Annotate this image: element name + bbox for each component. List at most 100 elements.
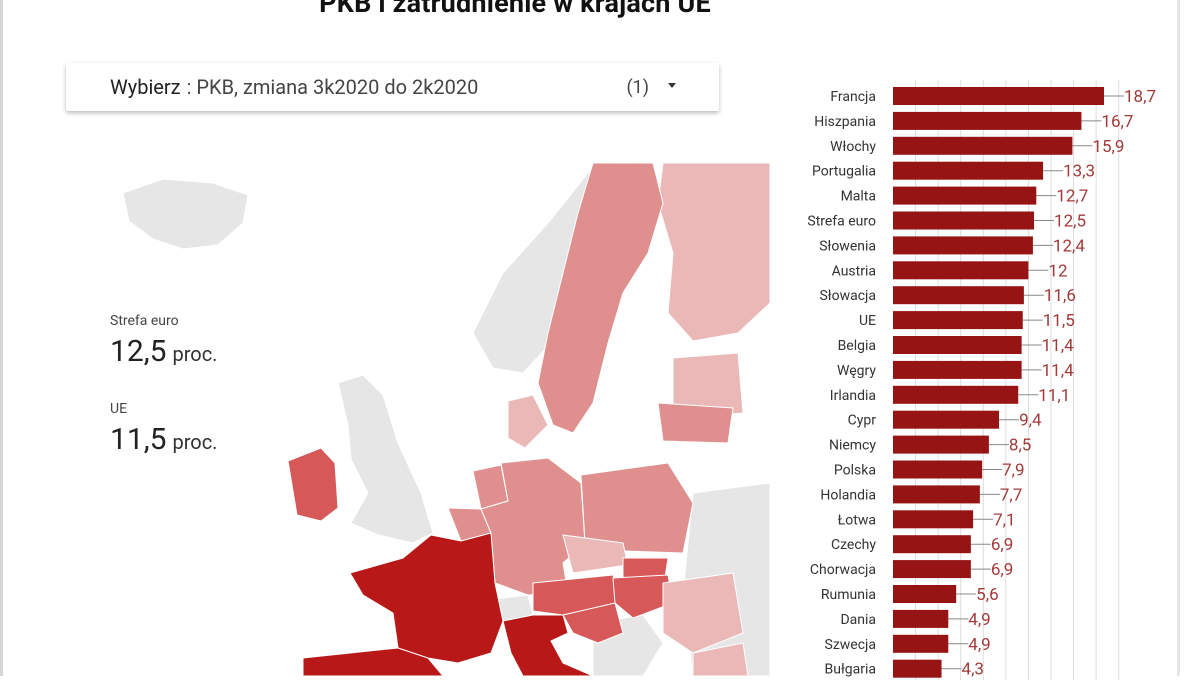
bar[interactable] xyxy=(893,609,949,628)
category-label: Portugalia xyxy=(812,164,876,180)
map-spain[interactable] xyxy=(302,647,444,676)
value-label: 8,5 xyxy=(1009,436,1031,456)
category-label: Holandia xyxy=(820,487,876,503)
value-label: 11,5 xyxy=(1043,311,1075,331)
category-label: Strefa euro xyxy=(807,214,876,230)
map-france[interactable] xyxy=(349,532,504,664)
map-italy[interactable] xyxy=(502,614,594,676)
value-label: 11,4 xyxy=(1042,336,1074,356)
map-finland[interactable] xyxy=(657,163,770,342)
map-slovenia-croatia[interactable] xyxy=(562,602,624,644)
category-label: Włochy xyxy=(830,139,876,155)
value-label: 11,4 xyxy=(1042,361,1074,381)
bar[interactable] xyxy=(893,535,971,554)
bar[interactable] xyxy=(893,360,1022,379)
category-label: Cypr xyxy=(848,413,877,429)
map-romania[interactable] xyxy=(662,572,744,654)
value-label: 6,9 xyxy=(991,535,1013,555)
bar[interactable] xyxy=(893,510,974,529)
bar[interactable] xyxy=(893,410,1000,429)
category-label: Niemcy xyxy=(829,438,876,454)
bar[interactable] xyxy=(893,211,1035,230)
bar[interactable] xyxy=(893,336,1022,354)
category-label: Słowenia xyxy=(819,238,876,254)
category-label: Czechy xyxy=(831,537,876,553)
category-label: Słowacja xyxy=(819,288,876,304)
category-label: Hiszpania xyxy=(814,114,876,130)
dropdown-label: Wybierz xyxy=(110,75,181,99)
value-label: 6,9 xyxy=(991,560,1013,580)
value-label: 4,3 xyxy=(962,660,984,680)
map-iceland[interactable] xyxy=(122,178,249,250)
category-label: Łotwa xyxy=(838,512,876,528)
left-divider xyxy=(0,0,3,676)
category-label: Chorwacja xyxy=(810,562,876,578)
indicator-dropdown[interactable]: Wybierz : PKB, zmiana 3k2020 do 2k2020 (… xyxy=(66,63,719,111)
bar[interactable] xyxy=(893,485,980,504)
map-great-britain[interactable] xyxy=(337,374,434,544)
selection-count: (1) xyxy=(626,76,649,98)
map-lithuania[interactable] xyxy=(657,402,734,444)
value-label: 11,6 xyxy=(1044,286,1076,306)
value-label: 12,7 xyxy=(1056,187,1088,207)
bar[interactable] xyxy=(893,261,1029,280)
bar[interactable] xyxy=(893,460,983,479)
eurozone-value: 12,5 proc. xyxy=(110,334,217,369)
map-ireland[interactable] xyxy=(287,447,339,522)
right-divider xyxy=(1177,0,1180,676)
map-denmark[interactable] xyxy=(507,394,549,449)
value-label: 16,7 xyxy=(1101,112,1133,132)
eurozone-number: 12,5 xyxy=(110,334,167,369)
bar[interactable] xyxy=(893,560,971,579)
category-label: Belgia xyxy=(838,338,876,354)
category-label: Szwecja xyxy=(825,637,877,653)
value-label: 11,1 xyxy=(1038,386,1070,406)
bar[interactable] xyxy=(893,286,1024,305)
value-label: 5,6 xyxy=(976,585,998,605)
map-sweden[interactable] xyxy=(537,163,664,434)
bar[interactable] xyxy=(893,311,1023,330)
value-label: 15,9 xyxy=(1092,137,1124,157)
value-label: 4,9 xyxy=(968,610,990,630)
bar[interactable] xyxy=(893,435,989,454)
europe-choropleth-map[interactable] xyxy=(3,163,770,676)
gdp-bar-chart: Francja 18,7 Hiszpania 16,7 Włochy 15,9 Portug… xyxy=(807,80,1156,680)
bar[interactable] xyxy=(893,136,1073,155)
category-label: Francja xyxy=(830,89,876,105)
category-label: Dania xyxy=(840,612,876,628)
eu-label: UE xyxy=(110,401,128,417)
eu-value: 11,5 proc. xyxy=(110,422,217,457)
eurozone-unit: proc. xyxy=(172,342,218,366)
map-estonia-latvia[interactable] xyxy=(672,352,744,419)
bar[interactable] xyxy=(893,236,1033,255)
eu-number: 11,5 xyxy=(110,422,167,457)
value-label: 9,4 xyxy=(1019,411,1042,431)
caret-down-icon[interactable] xyxy=(668,83,676,88)
page-title: PKB i zatrudnienie w krajach UE xyxy=(319,0,711,19)
eu-unit: proc. xyxy=(172,430,218,454)
bar[interactable] xyxy=(893,111,1082,130)
bar[interactable] xyxy=(893,634,949,653)
value-label: 7,9 xyxy=(1002,461,1024,481)
map-bulgaria[interactable] xyxy=(692,642,749,676)
value-label: 12,4 xyxy=(1053,236,1085,256)
eurozone-label: Strefa euro xyxy=(110,313,179,329)
value-label: 7,7 xyxy=(1000,485,1022,505)
category-label: Polska xyxy=(834,463,876,479)
map-hungary[interactable] xyxy=(612,574,674,619)
bar[interactable] xyxy=(893,161,1044,180)
bar[interactable] xyxy=(893,186,1037,205)
category-label: Austria xyxy=(832,263,876,279)
category-label: Irlandia xyxy=(830,388,876,404)
category-label: Węgry xyxy=(837,363,876,379)
value-label: 12,5 xyxy=(1054,212,1086,232)
category-label: Rumunia xyxy=(821,587,876,603)
value-label: 18,7 xyxy=(1124,87,1156,107)
bar[interactable] xyxy=(893,585,957,603)
value-label: 12 xyxy=(1048,261,1067,281)
value-label: 4,9 xyxy=(968,635,990,655)
category-label: Malta xyxy=(841,189,876,205)
bar[interactable] xyxy=(893,659,942,678)
bar[interactable] xyxy=(893,87,1104,105)
bar[interactable] xyxy=(893,385,1019,404)
